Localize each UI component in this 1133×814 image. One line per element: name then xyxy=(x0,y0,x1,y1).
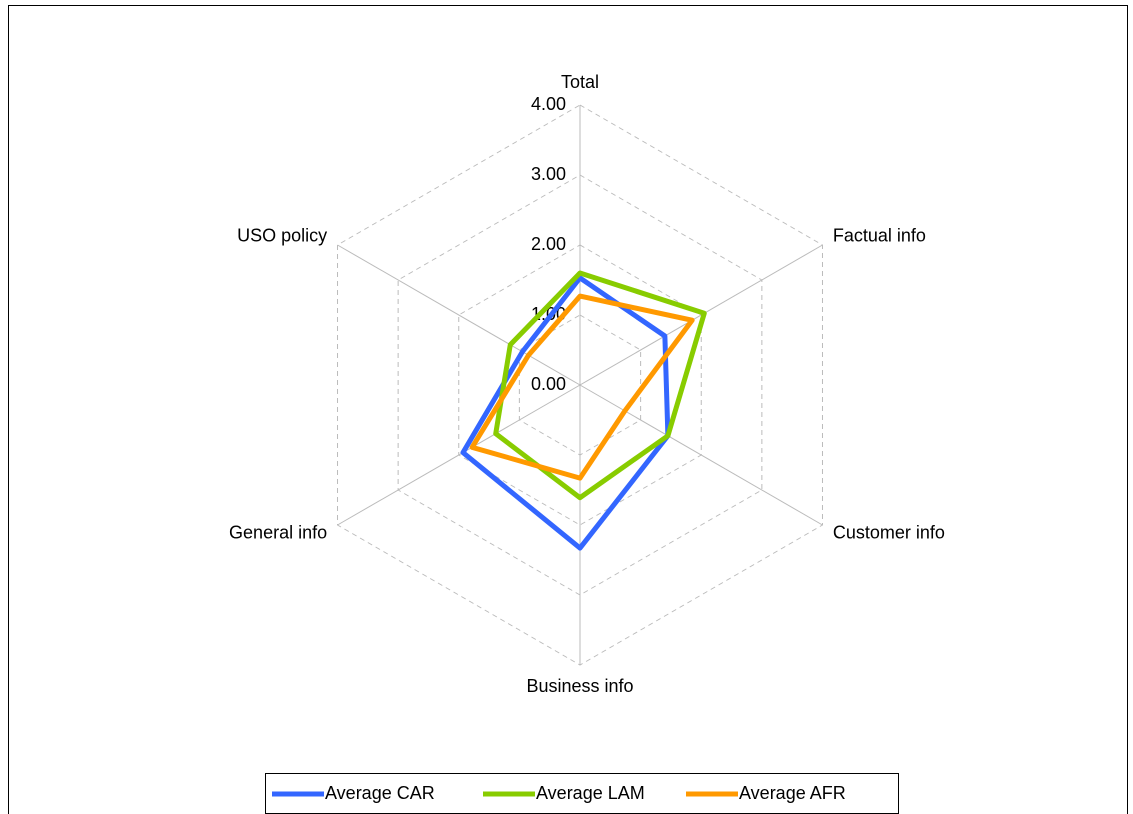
axis-spoke xyxy=(337,384,581,526)
legend-label: Average CAR xyxy=(325,783,435,803)
category-label: Business info xyxy=(526,676,633,696)
category-label: Factual info xyxy=(833,225,926,245)
legend-box xyxy=(265,773,899,814)
chart-frame xyxy=(8,5,1128,814)
axis-spoke xyxy=(337,244,581,386)
series-line xyxy=(493,270,707,501)
r-tick-label: 0.00 xyxy=(531,374,566,394)
r-tick-label: 2.00 xyxy=(531,234,566,254)
legend-label: Average AFR xyxy=(739,783,846,803)
category-label: USO policy xyxy=(237,225,327,245)
series-line xyxy=(469,293,695,481)
legend-label: Average LAM xyxy=(536,783,645,803)
category-label: Total xyxy=(561,72,599,92)
r-tick-label: 3.00 xyxy=(531,164,566,184)
series-line xyxy=(460,275,671,551)
category-label: Customer info xyxy=(833,522,945,542)
r-tick-label: 4.00 xyxy=(531,94,566,114)
category-label: General info xyxy=(229,522,327,542)
axis-spoke xyxy=(579,384,823,526)
